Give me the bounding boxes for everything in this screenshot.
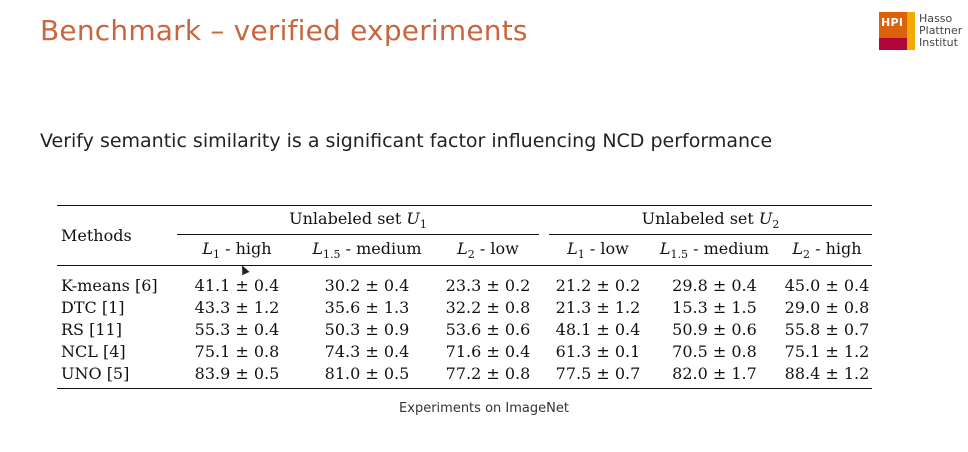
result-cell: 32.2 ± 0.8 — [445, 297, 531, 317]
result-cell: 74.3 ± 0.4 — [324, 341, 410, 361]
result-cell: 50.3 ± 0.9 — [324, 319, 410, 339]
results-table-container: Methods Unlabeled set U1 Unlabeled set U… — [57, 205, 872, 389]
table-row: RS [11] 55.3 ± 0.4 50.3 ± 0.9 53.6 ± 0.6 48.… — [57, 318, 872, 340]
result-cell: 75.1 ± 1.2 — [784, 341, 870, 361]
result-cell: 21.2 ± 0.2 — [555, 275, 641, 295]
subheader-l15-medium: L1.5 - medium — [297, 234, 437, 266]
result-cell: 29.8 ± 0.4 — [672, 275, 757, 295]
subheader-l2-low: L2 - low — [437, 234, 539, 266]
table-caption: Experiments on ImageNet — [399, 401, 569, 416]
result-cell: 77.5 ± 0.7 — [555, 363, 641, 383]
group-header-u1: Unlabeled set U1 — [289, 208, 427, 232]
result-cell: 48.1 ± 0.4 — [555, 319, 641, 339]
result-cell: 15.3 ± 1.5 — [672, 297, 757, 317]
result-cell: 77.2 ± 0.8 — [445, 363, 531, 383]
hpi-logo-text: Hasso Plattner Institut — [919, 12, 963, 49]
subheader-l1-low: L1 - low — [549, 234, 647, 266]
method-name: NCL [4] — [61, 341, 126, 361]
result-cell: 55.3 ± 0.4 — [194, 319, 280, 339]
result-cell: 41.1 ± 0.4 — [194, 275, 280, 295]
result-cell: 30.2 ± 0.4 — [324, 275, 410, 295]
result-cell: 75.1 ± 0.8 — [194, 341, 280, 361]
method-name: DTC [1] — [61, 297, 125, 317]
result-cell: 23.3 ± 0.2 — [445, 275, 531, 295]
results-table: Methods Unlabeled set U1 Unlabeled set U… — [57, 205, 872, 389]
result-cell: 88.4 ± 1.2 — [784, 363, 870, 383]
table-row: K-means [6] 41.1 ± 0.4 30.2 ± 0.4 23.3 ± 0.… — [57, 266, 872, 297]
methods-header: Methods — [61, 226, 132, 245]
method-name: UNO [5] — [61, 363, 130, 383]
result-cell: 50.9 ± 0.6 — [672, 319, 757, 339]
subheader-l1-high: L1 - high — [177, 234, 297, 266]
result-cell: 53.6 ± 0.6 — [445, 319, 531, 339]
subheader-l15-medium-u2: L1.5 - medium — [647, 234, 782, 266]
result-cell: 35.6 ± 1.3 — [324, 297, 410, 317]
result-cell: 83.9 ± 0.5 — [194, 363, 280, 383]
result-cell: 29.0 ± 0.8 — [784, 297, 870, 317]
results-table-body: K-means [6] 41.1 ± 0.4 30.2 ± 0.4 23.3 ± 0.… — [57, 266, 872, 389]
result-cell: 45.0 ± 0.4 — [784, 275, 870, 295]
result-cell: 82.0 ± 1.7 — [672, 363, 757, 383]
table-row: NCL [4] 75.1 ± 0.8 74.3 ± 0.4 71.6 ± 0.4 61.… — [57, 340, 872, 362]
result-cell: 61.3 ± 0.1 — [555, 341, 641, 361]
slide-title: Benchmark – verified experiments — [40, 14, 528, 47]
hpi-logo-mark: HPI — [879, 12, 915, 50]
result-cell: 71.6 ± 0.4 — [445, 341, 531, 361]
table-row: UNO [5] 83.9 ± 0.5 81.0 ± 0.5 77.2 ± 0.8 77.… — [57, 362, 872, 389]
result-cell: 70.5 ± 0.8 — [672, 341, 757, 361]
subheader-l2-high: L2 - high — [782, 234, 872, 266]
result-cell: 81.0 ± 0.5 — [324, 363, 410, 383]
result-cell: 55.8 ± 0.7 — [784, 319, 870, 339]
group-header-u2: Unlabeled set U2 — [641, 208, 780, 232]
method-name: RS [11] — [61, 319, 122, 339]
hpi-logo: HPI Hasso Plattner Institut — [879, 12, 968, 50]
table-row: DTC [1] 43.3 ± 1.2 35.6 ± 1.3 32.2 ± 0.8 21.… — [57, 296, 872, 318]
method-name: K-means [6] — [61, 275, 158, 295]
result-cell: 43.3 ± 1.2 — [194, 297, 280, 317]
result-cell: 21.3 ± 1.2 — [555, 297, 641, 317]
slide-subtitle: Verify semantic similarity is a signific… — [40, 130, 773, 152]
